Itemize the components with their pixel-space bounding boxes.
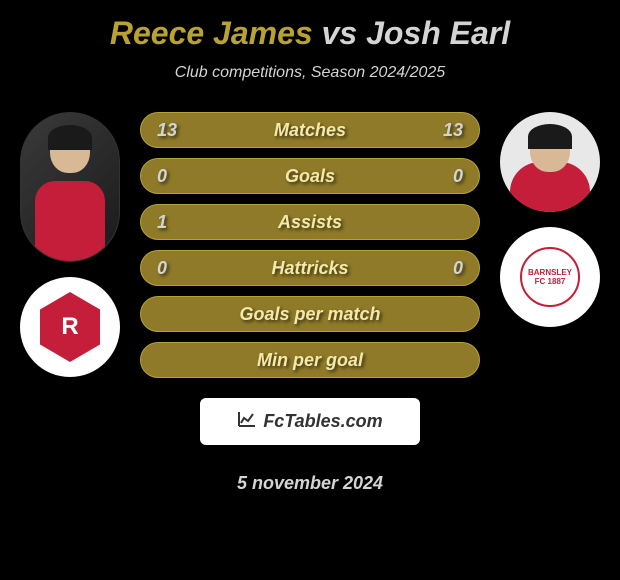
player1-club-logo (20, 277, 120, 377)
infographic-container: Reece James vs Josh Earl Club competitio… (0, 0, 620, 580)
stat-left-value: 0 (157, 258, 187, 279)
stats-column: 13 Matches 13 0 Goals 0 1 Assists 0 Hatt… (140, 112, 480, 494)
page-title: Reece James vs Josh Earl (10, 15, 610, 52)
stat-right-value: 0 (433, 166, 463, 187)
stat-label: Hattricks (271, 258, 348, 279)
stat-left-value: 1 (157, 212, 187, 233)
stat-row-assists: 1 Assists (140, 204, 480, 240)
stat-right-value: 13 (433, 120, 463, 141)
stat-row-hattricks: 0 Hattricks 0 (140, 250, 480, 286)
stat-row-goals-per-match: Goals per match (140, 296, 480, 332)
stat-label: Matches (274, 120, 346, 141)
player1-photo (20, 112, 120, 262)
vs-text: vs (322, 15, 358, 51)
stat-left-value: 13 (157, 120, 187, 141)
stat-row-matches: 13 Matches 13 (140, 112, 480, 148)
shield-icon (40, 292, 100, 362)
left-column (20, 112, 120, 377)
player2-name: Josh Earl (366, 15, 510, 51)
chart-icon (237, 410, 257, 433)
right-column: BARNSLEY FC 1887 (500, 112, 600, 327)
source-badge: FcTables.com (200, 398, 420, 445)
player2-photo (500, 112, 600, 212)
stat-label: Goals (285, 166, 335, 187)
player2-club-logo: BARNSLEY FC 1887 (500, 227, 600, 327)
stat-row-goals: 0 Goals 0 (140, 158, 480, 194)
stat-label: Min per goal (257, 350, 363, 371)
subtitle: Club competitions, Season 2024/2025 (10, 64, 610, 82)
stat-right-value: 0 (433, 258, 463, 279)
stat-label: Assists (278, 212, 342, 233)
date-text: 5 november 2024 (140, 473, 480, 494)
stat-label: Goals per match (239, 304, 380, 325)
shield-icon: BARNSLEY FC 1887 (520, 247, 580, 307)
badge-text: FcTables.com (263, 411, 382, 432)
player1-name: Reece James (110, 15, 313, 51)
main-content: 13 Matches 13 0 Goals 0 1 Assists 0 Hatt… (10, 112, 610, 494)
stat-left-value: 0 (157, 166, 187, 187)
stat-row-min-per-goal: Min per goal (140, 342, 480, 378)
